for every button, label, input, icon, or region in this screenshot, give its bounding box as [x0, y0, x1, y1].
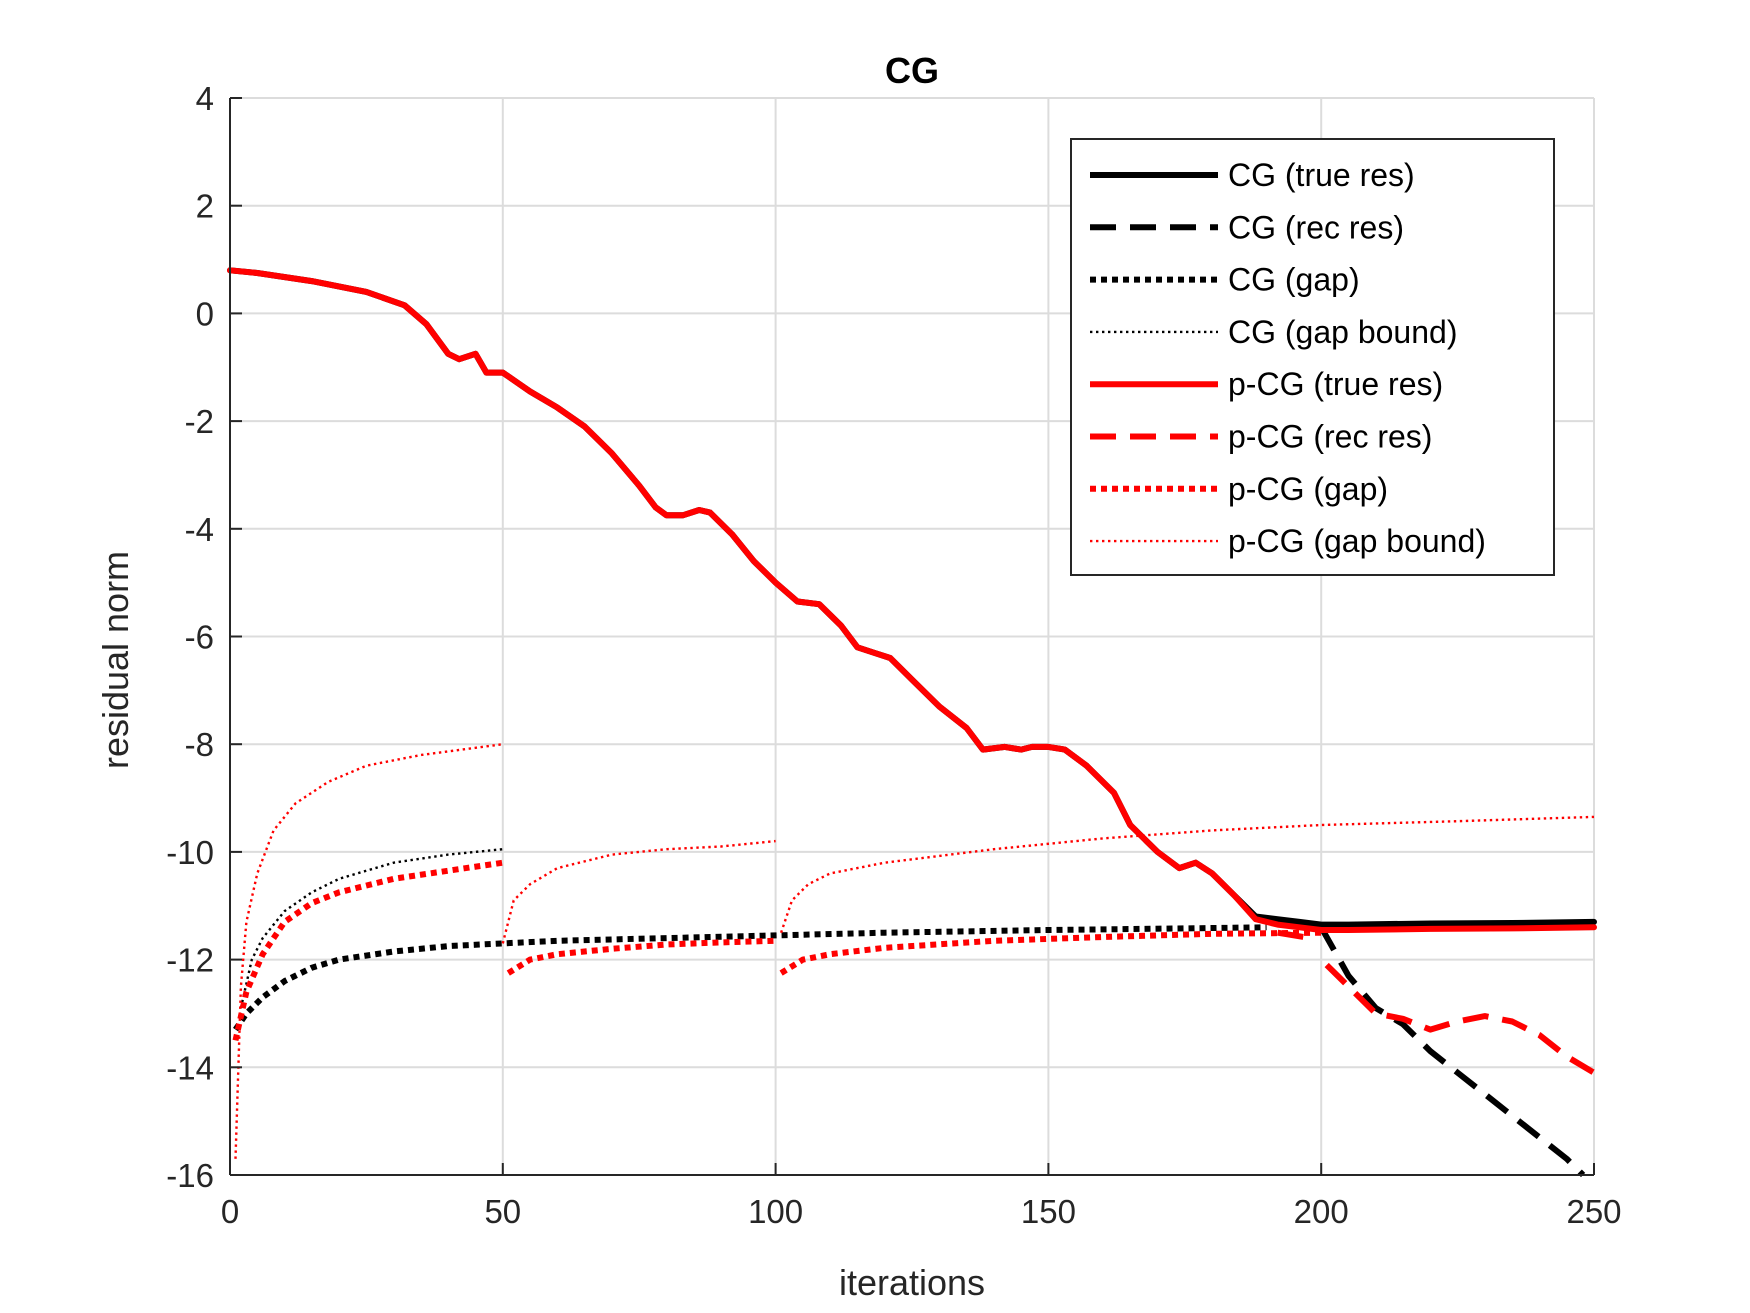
- y-tick-label: 0: [196, 295, 214, 332]
- series-line-segment: [233, 924, 1267, 1032]
- tick-labels: 0 50 100 150 200 250 4 2 0 -2 -4 -6 -8 -10 -12 -14 -16: [166, 80, 1621, 1230]
- series-line-segment: [779, 815, 1595, 934]
- series-layer: [227, 267, 1597, 1178]
- series-line-segment: [239, 848, 503, 1009]
- legend-label: p-CG (true res): [1228, 366, 1443, 402]
- series-line-segment: [1318, 925, 1586, 1178]
- x-tick-label: 0: [221, 1193, 239, 1230]
- series-cg-gap-bound: [239, 848, 503, 1009]
- y-tick-label: -12: [166, 942, 214, 979]
- y-tick-label: -16: [166, 1157, 214, 1194]
- chart-title: CG: [885, 50, 939, 91]
- y-tick-label: 2: [196, 188, 214, 225]
- x-tick-label: 200: [1294, 1193, 1349, 1230]
- legend-label: CG (rec res): [1228, 209, 1404, 245]
- series-line-segment: [501, 839, 776, 944]
- series-line-segment: [506, 937, 776, 976]
- legend-label: CG (gap bound): [1228, 314, 1457, 350]
- legend-label: CG (true res): [1228, 157, 1415, 193]
- y-tick-label: -4: [185, 511, 214, 548]
- legend-label: p-CG (rec res): [1228, 419, 1432, 455]
- x-tick-label: 150: [1021, 1193, 1076, 1230]
- y-tick-label: -6: [185, 619, 214, 656]
- x-tick-label: 100: [748, 1193, 803, 1230]
- series-line-segment: [227, 267, 1597, 933]
- legend-box: [1070, 138, 1555, 576]
- legend-label: p-CG (gap): [1228, 471, 1388, 507]
- axes: [229, 97, 1595, 1176]
- series-line-segment: [1324, 962, 1596, 1076]
- x-tick-label: 50: [484, 1193, 521, 1230]
- series-line-segment: [234, 743, 503, 1159]
- series-p-cg-true-res: [227, 267, 1597, 933]
- legend-label: CG (gap): [1228, 262, 1360, 298]
- y-tick-label: -10: [166, 834, 214, 871]
- legend-label: p-CG (gap bound): [1228, 523, 1486, 559]
- y-tick-label: 4: [196, 80, 214, 117]
- y-tick-label: -2: [185, 403, 214, 440]
- series-p-cg-gap: [232, 859, 1322, 1042]
- series-cg-rec-res: [1318, 925, 1586, 1178]
- y-axis-title: residual norm: [95, 551, 136, 769]
- x-axis-title: iterations: [839, 1262, 985, 1303]
- series-p-cg-gap-bound: [234, 743, 1595, 1159]
- series-cg-gap: [233, 924, 1267, 1032]
- legend: CG (true res) CG (rec res) CG (gap) CG (gap…: [1070, 138, 1555, 576]
- x-tick-label: 250: [1566, 1193, 1621, 1230]
- y-tick-label: -14: [166, 1049, 214, 1086]
- y-tick-label: -8: [185, 726, 214, 763]
